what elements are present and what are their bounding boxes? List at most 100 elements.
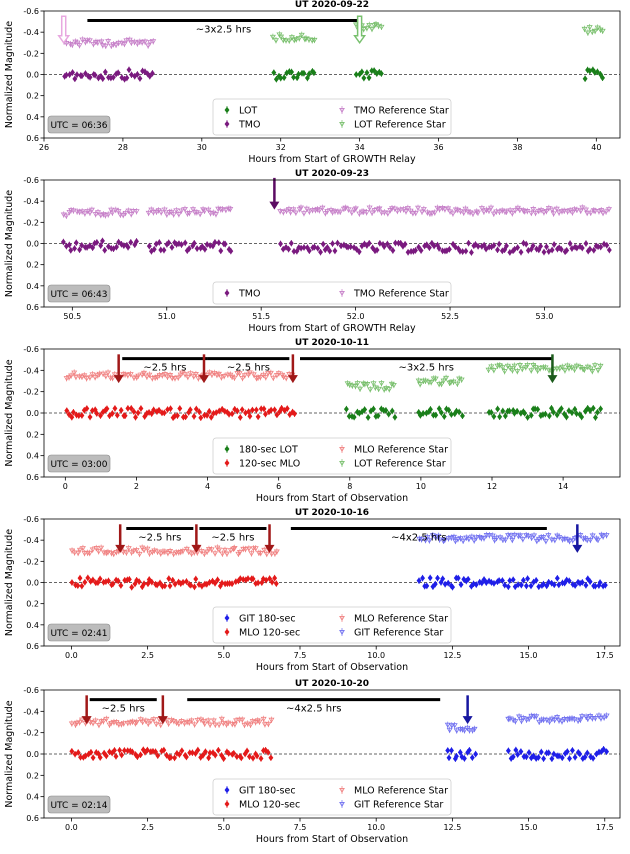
- data-point: [153, 209, 160, 215]
- data-point: [413, 247, 418, 254]
- data-point: [288, 240, 294, 247]
- data-point: [441, 537, 448, 544]
- data-point: [113, 550, 120, 556]
- data-point: [463, 535, 470, 541]
- legend: GIT 180-sec MLO 120-sec MLO Reference Star…: [212, 778, 452, 816]
- data-point: [68, 247, 74, 254]
- data-point: [97, 575, 103, 583]
- data-point: [598, 405, 604, 413]
- data-point: [541, 755, 547, 762]
- data-point: [90, 42, 97, 48]
- data-point: [70, 408, 76, 416]
- data-point: [356, 248, 362, 256]
- data-point: [155, 752, 161, 759]
- data-point: [507, 365, 514, 372]
- data-point: [161, 372, 168, 378]
- series-1: [445, 745, 610, 763]
- data-point: [147, 718, 154, 725]
- data-point: [452, 538, 459, 545]
- arrow-marker: [287, 375, 298, 384]
- data-point: [191, 239, 197, 247]
- x-tick-label: 51.5: [252, 312, 270, 321]
- data-point: [375, 386, 382, 392]
- data-point: [110, 74, 116, 81]
- data-point: [587, 407, 593, 414]
- data-point: [586, 25, 593, 31]
- data-point: [105, 39, 112, 45]
- data-point: [104, 550, 111, 556]
- data-point: [106, 577, 111, 585]
- data-point: [193, 405, 199, 413]
- y-tick-label: 0.4: [26, 793, 39, 802]
- data-point: [426, 538, 433, 544]
- data-point: [361, 74, 367, 82]
- y-tick-label: -0.6: [23, 176, 39, 185]
- series-1: [271, 66, 605, 83]
- data-point: [69, 748, 75, 755]
- y-tick-label: 0.2: [26, 600, 39, 609]
- data-point: [341, 241, 347, 249]
- data-point: [584, 210, 591, 216]
- y-axis-label: Normalized Magnitude: [4, 529, 15, 636]
- data-point: [462, 206, 469, 212]
- data-point: [145, 210, 152, 216]
- data-point: [601, 715, 608, 721]
- data-point: [387, 244, 393, 251]
- data-point: [330, 240, 335, 247]
- data-point: [257, 375, 264, 381]
- data-point: [239, 406, 245, 413]
- data-point: [566, 407, 572, 414]
- data-point: [210, 577, 215, 585]
- data-point: [493, 209, 500, 215]
- data-point: [481, 536, 488, 542]
- arrow-marker: [191, 544, 202, 553]
- duration-label: ~2.5 hrs: [227, 363, 270, 374]
- data-point: [590, 755, 596, 762]
- data-point: [218, 375, 225, 381]
- data-point: [311, 37, 318, 44]
- data-point: [269, 34, 276, 40]
- data-point: [528, 210, 535, 216]
- data-point: [204, 549, 211, 555]
- data-point: [564, 413, 569, 421]
- data-point: [72, 39, 79, 45]
- data-point: [73, 720, 80, 726]
- data-point: [250, 754, 256, 762]
- data-point: [100, 212, 107, 218]
- data-point: [144, 746, 150, 754]
- data-point: [516, 363, 523, 369]
- data-point: [208, 372, 215, 378]
- y-tick-label: -0.6: [23, 515, 39, 524]
- data-point: [124, 373, 131, 379]
- data-point: [445, 579, 451, 587]
- data-point: [535, 208, 542, 214]
- data-point: [150, 39, 157, 45]
- data-point: [176, 751, 182, 758]
- x-tick-label: 12: [487, 482, 497, 491]
- data-point: [506, 407, 512, 415]
- data-point: [587, 578, 593, 585]
- data-point: [376, 206, 383, 212]
- data-point: [169, 244, 175, 251]
- plot-area: [44, 361, 620, 422]
- data-point: [590, 405, 596, 412]
- data-point: [285, 207, 292, 213]
- data-point: [504, 242, 509, 250]
- data-point: [394, 208, 401, 214]
- data-point: [553, 366, 560, 372]
- data-point: [272, 38, 279, 44]
- y-axis-label: Normalized Magnitude: [4, 190, 15, 297]
- data-point: [205, 207, 212, 213]
- data-point: [303, 206, 310, 212]
- data-point: [268, 717, 275, 723]
- data-point: [542, 365, 549, 371]
- data-point: [366, 22, 373, 29]
- data-point: [551, 750, 557, 758]
- data-point: [468, 249, 474, 256]
- data-point: [244, 747, 250, 755]
- data-point: [592, 28, 599, 35]
- data-point: [156, 239, 162, 246]
- data-point: [256, 719, 263, 725]
- data-point: [142, 413, 148, 420]
- data-point: [246, 408, 252, 415]
